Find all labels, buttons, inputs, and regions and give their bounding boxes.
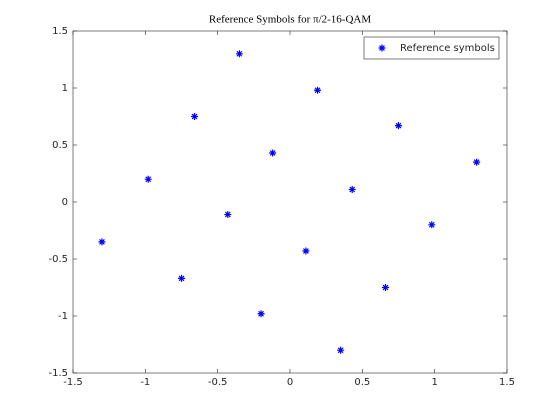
point: [98, 238, 106, 246]
y-tick-label: -1.5: [48, 368, 68, 379]
y-tick-label: 1.5: [52, 26, 68, 37]
y-tick-label: -1: [58, 311, 68, 322]
y-tick-label: 1: [62, 83, 68, 94]
point: [235, 50, 243, 58]
x-tick-label: 1: [431, 377, 437, 388]
point: [313, 86, 321, 94]
point: [302, 247, 310, 255]
point: [395, 122, 402, 130]
legend-marker: [378, 44, 386, 52]
point: [191, 113, 199, 120]
y-tick-label: 0: [62, 197, 68, 208]
point: [337, 346, 345, 354]
x-tick-label: 0.5: [354, 377, 370, 388]
point: [269, 149, 277, 157]
point: [144, 175, 152, 183]
point: [428, 221, 436, 229]
legend-label: Reference symbols: [400, 43, 495, 54]
y-tick-label: 0.5: [52, 140, 68, 151]
legend-box: [363, 36, 500, 60]
x-tick-label: -0.5: [208, 377, 228, 388]
point: [473, 158, 481, 166]
chart-title: Reference Symbols for π/2-16-QAM: [209, 14, 371, 26]
point: [178, 274, 185, 282]
y-tick-label: -0.5: [48, 254, 68, 265]
x-tick-label: -1.5: [63, 377, 83, 388]
point: [348, 185, 356, 193]
x-tick-label: 1.5: [499, 377, 515, 388]
x-tick-label: 0: [287, 377, 293, 388]
point: [257, 310, 265, 318]
point: [381, 284, 389, 291]
x-tick-label: -1: [140, 377, 150, 388]
point: [224, 211, 232, 219]
